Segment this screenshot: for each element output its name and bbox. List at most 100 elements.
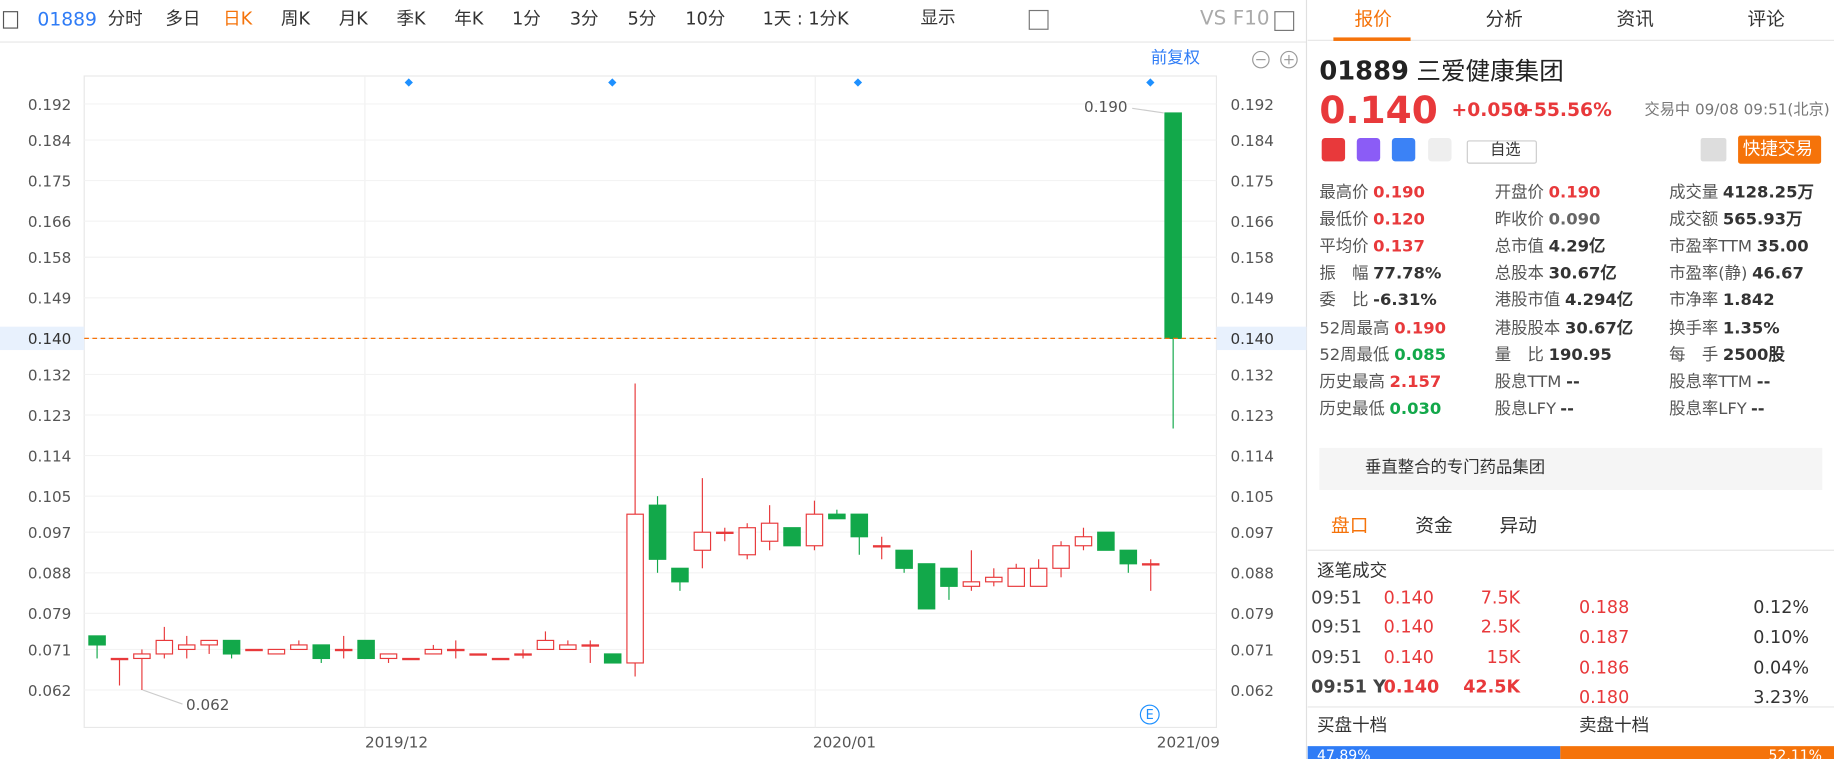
- candle-body: [1164, 112, 1182, 339]
- depth-pct: 3.23%: [1753, 686, 1810, 708]
- trade-volume: 15K: [1486, 646, 1521, 668]
- candle-body: [88, 635, 106, 646]
- price-band: [1216, 326, 1307, 351]
- alert-button[interactable]: [1700, 137, 1727, 162]
- period-tab[interactable]: 10分: [685, 8, 726, 30]
- candle-body: [1074, 536, 1093, 547]
- period-tab[interactable]: 多日: [165, 8, 201, 30]
- display-menu[interactable]: 显示: [920, 7, 956, 29]
- period-tab[interactable]: 5分: [627, 8, 657, 30]
- sub-tab[interactable]: 资金: [1415, 514, 1453, 537]
- stat-label: 市盈率TTM: [1669, 237, 1753, 257]
- y-tick-label: 0.166: [28, 213, 71, 231]
- candle-body: [514, 653, 532, 656]
- candle-body: [1141, 563, 1160, 566]
- stat-value: 0.090: [1548, 210, 1601, 230]
- high-note: 0.190: [1084, 98, 1127, 116]
- buy-title: 买盘十档: [1317, 714, 1388, 736]
- y-tick-label: 0.149: [28, 290, 71, 308]
- vs-button[interactable]: VS: [1200, 7, 1227, 31]
- candle-body: [334, 648, 353, 652]
- candle-body: [760, 522, 779, 542]
- stat-label: 最低价: [1319, 210, 1369, 230]
- quote-status: 交易中 09/08 09:51(北京): [1644, 101, 1830, 120]
- y-tick-label: 0.175: [28, 172, 71, 190]
- stat-value: 0.137: [1373, 237, 1425, 257]
- candle-body: [603, 653, 622, 664]
- candle-body: [402, 657, 420, 661]
- depth-price: 0.187: [1579, 626, 1630, 648]
- stat-label: 股息TTM: [1494, 372, 1562, 392]
- y-tick-label-right: 0.079: [1230, 605, 1273, 623]
- candle-body: [469, 653, 487, 656]
- period-select[interactable]: 1天 : 1分K: [762, 8, 849, 30]
- stat-value: 0.085: [1394, 345, 1447, 365]
- trade-price: 0.140: [1383, 646, 1434, 668]
- period-tab[interactable]: 日K: [223, 8, 253, 30]
- sell-bar: [1560, 746, 1834, 759]
- panel-tab[interactable]: 评论: [1747, 8, 1785, 31]
- stat-label: 委 比: [1319, 291, 1369, 311]
- candle-body: [738, 527, 756, 556]
- watch-button[interactable]: [1466, 140, 1537, 164]
- y-tick-label: 0.088: [28, 565, 71, 583]
- stat-label: 平均价: [1319, 237, 1369, 257]
- trade-volume: 2.5K: [1480, 616, 1521, 638]
- restore-label[interactable]: 前复权: [1150, 49, 1201, 68]
- trade-time: 09:51: [1311, 616, 1362, 638]
- candle-body: [290, 644, 308, 651]
- period-tab[interactable]: 年K: [454, 8, 484, 30]
- stat-label: 换手率: [1669, 318, 1719, 338]
- e-icon[interactable]: [1139, 704, 1160, 725]
- panel-tab[interactable]: 分析: [1485, 8, 1523, 31]
- zoom-out[interactable]: [1252, 50, 1270, 69]
- subtab-border: [1307, 549, 1834, 551]
- stat-value: --: [1750, 399, 1765, 419]
- last-price-label: 0.140: [28, 330, 71, 348]
- trade-price: 0.140: [1383, 587, 1434, 609]
- company-desc: 垂直整合的专门药品集团: [1364, 458, 1546, 478]
- panel-tab[interactable]: 资讯: [1616, 8, 1654, 31]
- panel-tab[interactable]: 报价: [1354, 8, 1392, 31]
- y-tick-label-right: 0.105: [1230, 488, 1273, 506]
- zoom-in[interactable]: [1280, 50, 1298, 69]
- stat-value: 1.35%: [1722, 318, 1780, 338]
- panel-toggle[interactable]: [1274, 11, 1295, 31]
- toolbar-bg: [0, 0, 1307, 43]
- stat-label: 成交量: [1669, 183, 1719, 203]
- candle-body: [716, 531, 734, 534]
- sub-tab[interactable]: 盘口: [1331, 514, 1369, 537]
- low-note-line: [142, 689, 183, 705]
- stat-value: 0.190: [1394, 318, 1447, 338]
- period-tab[interactable]: 1分: [512, 8, 541, 30]
- y-tick-label-right: 0.192: [1230, 96, 1273, 114]
- sub-tab[interactable]: 异动: [1499, 514, 1537, 537]
- y-tick-label: 0.123: [28, 407, 71, 425]
- menu-icon[interactable]: [2, 11, 19, 29]
- period-tab[interactable]: 月K: [338, 8, 368, 30]
- trade-time: 09:51: [1311, 646, 1362, 668]
- checkbox[interactable]: [1028, 9, 1049, 30]
- stat-label: 港股股本: [1494, 318, 1561, 338]
- stat-label: 量 比: [1494, 345, 1544, 365]
- buy-bar: [1307, 746, 1561, 759]
- depth-pct: 0.12%: [1753, 596, 1810, 618]
- y-tick-label-right: 0.166: [1230, 213, 1273, 231]
- trade-label[interactable]: 快捷交易: [1742, 137, 1813, 160]
- trade-price: 0.140: [1383, 616, 1434, 638]
- period-tab[interactable]: 分时: [107, 8, 143, 30]
- stat-value: 4.29亿: [1548, 237, 1606, 257]
- period-tab[interactable]: 3分: [569, 8, 599, 30]
- watch-label[interactable]: 自选: [1490, 141, 1521, 160]
- trade-button[interactable]: [1738, 135, 1822, 164]
- event-markers: [404, 78, 1155, 87]
- f10-button[interactable]: F10: [1232, 7, 1270, 31]
- period-tab[interactable]: 周K: [280, 8, 310, 30]
- candle-body: [940, 567, 958, 587]
- stat-label: 成交额: [1669, 210, 1719, 230]
- stat-label: 市净率: [1669, 291, 1719, 311]
- stat-label: 52周最低: [1319, 345, 1390, 365]
- flash-icon: [1356, 137, 1381, 162]
- period-tab[interactable]: 季K: [396, 8, 426, 30]
